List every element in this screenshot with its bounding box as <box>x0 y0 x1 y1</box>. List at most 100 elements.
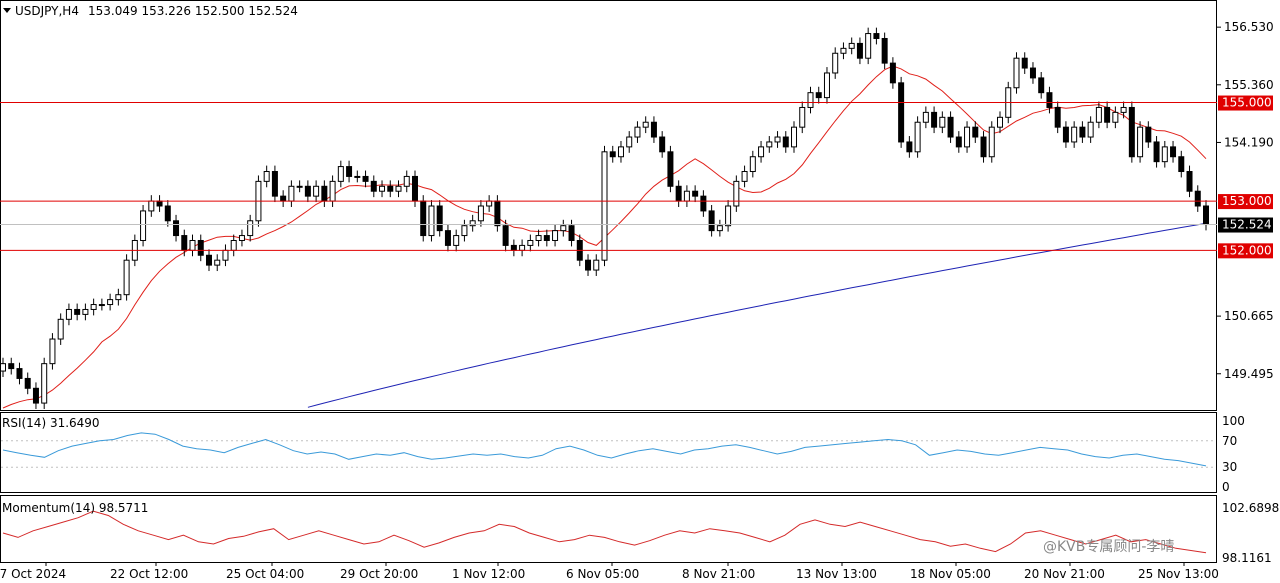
candle-body <box>856 42 863 59</box>
momentum-axis-label: 98.1161 <box>1222 551 1272 565</box>
candle-body <box>247 220 254 237</box>
candle-body <box>205 254 212 266</box>
candle-body <box>931 111 938 128</box>
candle-body <box>420 200 427 237</box>
momentum-panel[interactable] <box>0 495 1217 563</box>
candle-body <box>428 205 435 237</box>
candle-body <box>807 92 814 108</box>
candle-body <box>535 235 542 241</box>
candle-body <box>823 72 830 99</box>
candle-body <box>173 220 180 237</box>
candle-body <box>197 239 204 256</box>
main-price-panel[interactable] <box>0 0 1217 411</box>
candle-body <box>700 195 707 212</box>
candle-body <box>90 304 97 310</box>
candle-body <box>799 106 806 128</box>
candle-body <box>0 363 6 372</box>
candle-body <box>1079 126 1086 138</box>
candle-body <box>477 205 484 222</box>
candle-body <box>527 239 534 246</box>
current-price-box <box>1218 217 1273 233</box>
time-tick-label: 1 Nov 12:00 <box>452 567 525 581</box>
candle-body <box>972 126 979 138</box>
candle-body <box>321 185 328 202</box>
candle-body <box>725 205 732 227</box>
momentum-label: Momentum(14) 98.5711 <box>2 501 148 515</box>
candle-body <box>675 185 682 202</box>
level-label-box <box>1218 243 1273 259</box>
candle-body <box>1095 106 1102 123</box>
candle-body <box>1178 156 1185 173</box>
candle-body <box>57 318 64 340</box>
candle-body <box>238 235 245 241</box>
candle-body <box>1104 106 1111 123</box>
candle-body <box>906 141 913 153</box>
candle-body <box>626 136 633 148</box>
candle-body <box>24 377 31 389</box>
candle-body <box>650 121 657 138</box>
time-tick-label: 25 Oct 04:00 <box>226 567 304 581</box>
chart-menu-triangle-icon[interactable] <box>3 8 11 13</box>
momentum-axis-label: 102.6898 <box>1222 501 1279 515</box>
candle-body <box>181 235 188 251</box>
rsi-axis-label: 0 <box>1222 480 1230 494</box>
candle-body <box>733 180 740 207</box>
candle-body <box>601 151 608 261</box>
candle-body <box>1120 106 1127 113</box>
ma-slow-line <box>307 222 1207 408</box>
candle-body <box>436 205 443 232</box>
candle-body <box>642 121 649 128</box>
rsi-label: RSI(14) 31.6490 <box>2 416 100 430</box>
candle-body <box>1170 146 1177 158</box>
time-tick-label: 20 Nov 21:00 <box>1024 567 1105 581</box>
candle-body <box>1161 146 1168 163</box>
candle-body <box>230 239 237 251</box>
candle-body <box>774 136 781 143</box>
candle-body <box>453 235 460 246</box>
candle-body <box>164 205 171 222</box>
rsi-axis-label: 100 <box>1222 414 1245 428</box>
candle-body <box>107 299 114 306</box>
candle-body <box>889 62 896 84</box>
rsi-panel[interactable] <box>0 412 1217 493</box>
candle-body <box>609 151 616 158</box>
time-tick-label: 29 Oct 20:00 <box>340 567 418 581</box>
candle-body <box>8 363 15 370</box>
candle-body <box>947 116 954 138</box>
price-tick-label: 149.495 <box>1224 367 1274 381</box>
price-axis: 156.530 155.360 154.190 150.665 149.495 <box>1217 20 1274 381</box>
candle-body <box>1029 67 1036 79</box>
candle-body <box>939 116 946 128</box>
candle-body <box>617 146 624 158</box>
candle-body <box>1021 57 1028 69</box>
level-label: 153.000 <box>1222 194 1272 208</box>
candle-body <box>461 225 468 237</box>
candle-body <box>140 210 147 241</box>
candle-body <box>337 166 344 182</box>
candle-body <box>560 225 567 232</box>
time-axis: 17 Oct 2024 22 Oct 12:00 25 Oct 04:00 29 Oc… <box>0 562 1219 581</box>
candle-body <box>74 308 81 315</box>
candle-body <box>41 363 48 404</box>
rsi-axis-label: 30 <box>1222 460 1237 474</box>
candle-body <box>865 33 872 59</box>
candle-body <box>519 244 526 251</box>
candle-body <box>749 156 756 173</box>
time-tick-label: 17 Oct 2024 <box>0 567 66 581</box>
candle-body <box>370 180 377 192</box>
candle-body <box>980 136 987 158</box>
candle-body <box>1046 92 1053 108</box>
time-tick-label: 18 Nov 05:00 <box>910 567 991 581</box>
symbol-timeframe: USDJPY,H4 <box>15 4 79 18</box>
candle-body <box>313 185 320 197</box>
candle-body <box>766 141 773 148</box>
time-tick-label: 8 Nov 21:00 <box>682 567 755 581</box>
candle-body <box>82 308 89 315</box>
horizontal-level-lines[interactable]: 155.000 153.000 152.000 152.524 <box>0 95 1273 259</box>
candle-body <box>444 230 451 246</box>
candle-body <box>214 259 221 266</box>
rsi-axis-label: 70 <box>1222 434 1237 448</box>
candle-body <box>271 171 278 197</box>
candle-body <box>997 116 1004 128</box>
